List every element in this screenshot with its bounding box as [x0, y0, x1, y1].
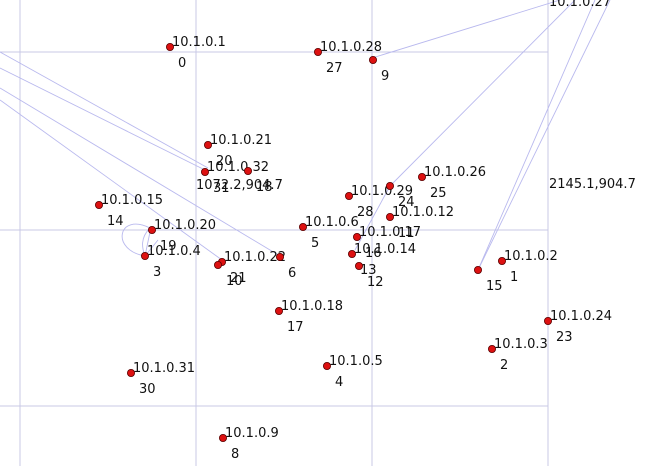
node-id-label: 3: [153, 265, 161, 280]
node-id-label: 9: [381, 69, 389, 84]
node-id-label: 27: [326, 61, 343, 76]
node-id-label: 2: [500, 358, 508, 373]
node-ip-label: 10.1.0.2: [504, 249, 558, 264]
node-ip-label: 10.1.0.14: [354, 242, 416, 257]
node-15[interactable]: [473, 265, 482, 274]
node-id-label: 18: [256, 180, 273, 195]
node-id-label: 6: [288, 266, 296, 281]
node-ip-label: 10.1.0.17: [359, 225, 421, 240]
node-id-label: 19: [160, 239, 177, 254]
node-11[interactable]: [385, 212, 394, 221]
node-ip-label: 10.1.0.12: [392, 205, 454, 220]
node-ip-label: 10.1.0.6: [305, 215, 359, 230]
node-id-label: 16: [365, 246, 382, 261]
node-19[interactable]: [147, 225, 156, 234]
node-16[interactable]: [352, 232, 361, 241]
node-ip-label: 10.1.0.22: [224, 250, 286, 265]
node-31[interactable]: [200, 167, 209, 176]
node-ip-label: 10.1.0.9: [225, 426, 279, 441]
node-27[interactable]: [313, 48, 322, 57]
link-loop: [121, 223, 151, 257]
node-id-label: 28: [357, 205, 374, 220]
node-23[interactable]: [544, 316, 553, 325]
node-id-label: 15: [486, 279, 503, 294]
node-1[interactable]: [497, 256, 506, 265]
link: [389, 0, 576, 187]
links: [0, 0, 611, 271]
node-3[interactable]: [140, 251, 149, 260]
node-ip-label: 10.1.0.4: [147, 244, 201, 259]
node-id-label: 11: [398, 226, 415, 241]
node-id-label: 8: [231, 447, 239, 462]
node-id-label: 1: [510, 270, 518, 285]
node-20[interactable]: [203, 140, 212, 149]
corner-label-right: 2145.1,904.7: [549, 177, 636, 192]
node-ip-label: 10.1.0.24: [550, 309, 612, 324]
node-10[interactable]: [213, 260, 222, 269]
node-17[interactable]: [274, 306, 283, 315]
node-ip-label: 10.1.0.3: [494, 337, 548, 352]
link: [144, 231, 151, 257]
node-id-label: 21: [230, 271, 247, 286]
corner-label-top-right: 10.1.0.27: [549, 0, 611, 10]
node-id-label: 23: [556, 330, 573, 345]
nodes: 10.1.0.1010.1.0.2827910.1.0.212010.1.0.3…: [95, 35, 612, 462]
node-id-label: 30: [139, 382, 156, 397]
node-id-label: 24: [398, 195, 415, 210]
node-ip-label: 10.1.0.28: [320, 40, 382, 55]
node-id-label: 5: [311, 236, 319, 251]
node-id-label: 13: [360, 263, 377, 278]
grid: [0, 0, 549, 466]
node-28[interactable]: [344, 191, 353, 200]
node-30[interactable]: [127, 368, 136, 377]
node-ip-label: 10.1.0.15: [101, 193, 163, 208]
node-id-label: 20: [216, 154, 233, 169]
node-13[interactable]: [347, 249, 356, 258]
node-id-label: 4: [335, 375, 343, 390]
link: [0, 51, 209, 169]
node-id-label: 14: [107, 214, 124, 229]
node-ip-label: 10.1.0.20: [154, 218, 216, 233]
node-id-label: 25: [430, 186, 447, 201]
node-5[interactable]: [298, 222, 307, 231]
link: [371, 0, 561, 59]
node-0[interactable]: [165, 43, 174, 52]
node-ip-label: 10.1.0.5: [329, 354, 383, 369]
node-14[interactable]: [95, 200, 104, 209]
node-ip-label: 10.1.0.18: [281, 299, 343, 314]
corner-label-middle: 1072.2,904.7: [196, 178, 283, 193]
link: [0, 67, 206, 171]
node-ip-label: 10.1.0.32: [207, 160, 269, 175]
link: [477, 0, 596, 271]
node-id-label: 17: [287, 320, 304, 335]
node-id-label: 31: [213, 181, 230, 196]
link: [354, 185, 391, 251]
node-24[interactable]: [385, 181, 394, 190]
node-8[interactable]: [218, 433, 227, 442]
link: [0, 87, 281, 257]
link: [0, 99, 223, 261]
link: [477, 0, 611, 271]
node-25[interactable]: [417, 172, 426, 181]
node-ip-label: 10.1.0.26: [424, 165, 486, 180]
node-6[interactable]: [275, 252, 284, 261]
node-ip-label: 10.1.0.29: [351, 184, 413, 199]
node-ip-label: 10.1.0.1: [172, 35, 226, 50]
node-12[interactable]: [354, 261, 363, 270]
node-ip-label: 10.1.0.31: [133, 361, 195, 376]
node-id-label: 10: [226, 274, 243, 289]
node-id-label: 0: [178, 56, 186, 71]
node-id-label: 12: [367, 275, 384, 290]
node-18[interactable]: [243, 166, 252, 175]
node-ip-label: 10.1.0.21: [210, 133, 272, 148]
node-9[interactable]: [368, 56, 377, 65]
node-2[interactable]: [487, 344, 496, 353]
node-4[interactable]: [322, 361, 331, 370]
